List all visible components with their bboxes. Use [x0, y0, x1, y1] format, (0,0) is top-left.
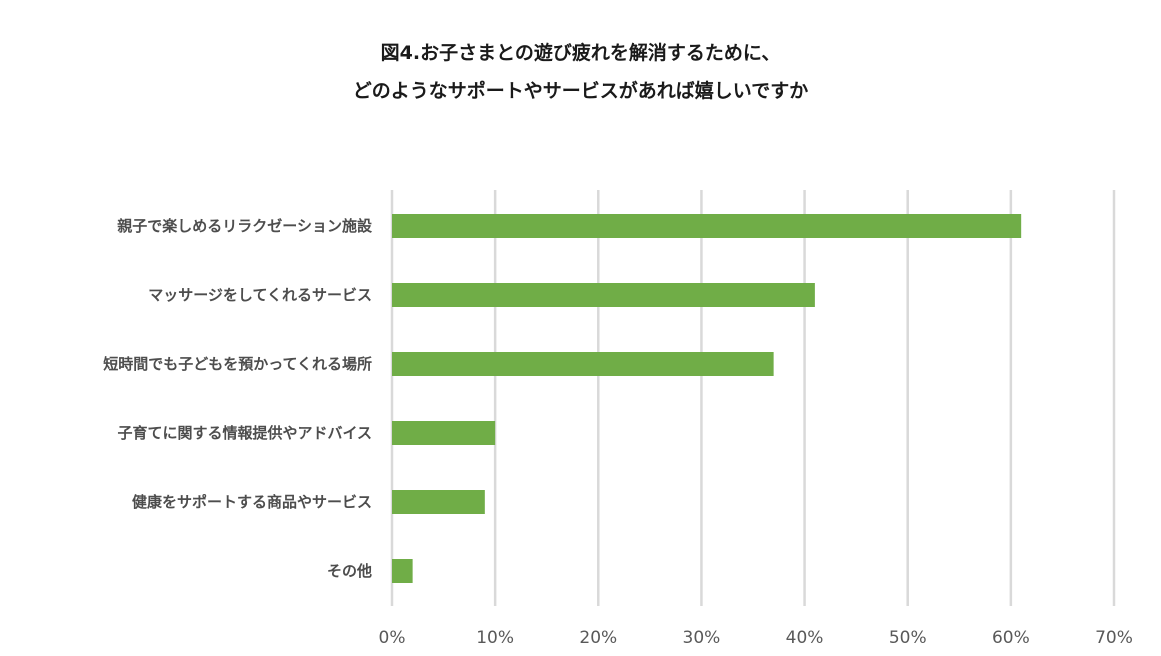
- category-label: マッサージをしてくれるサービス: [148, 286, 372, 304]
- chart-title: 図4.お子さまとの遊び疲れを解消するために、 どのようなサポートやサービスがあれ…: [0, 34, 1161, 110]
- bar: [392, 421, 496, 445]
- category-label: 健康をサポートする商品やサービス: [132, 493, 372, 511]
- gridlines: [390, 190, 1116, 606]
- bar: [392, 283, 815, 307]
- x-tick-label: 30%: [683, 628, 721, 648]
- category-labels: 親子で楽しめるリラクゼーション施設マッサージをしてくれるサービス短時間でも子ども…: [103, 217, 373, 580]
- category-label: 親子で楽しめるリラクゼーション施設: [117, 217, 373, 235]
- x-tick-label: 20%: [579, 628, 617, 648]
- category-label: 子育てに関する情報提供やアドバイス: [117, 424, 372, 442]
- x-tick-labels: 0% 10% 20% 30% 40% 50% 60% 70%: [379, 628, 1133, 648]
- chart-title-line-1: 図4.お子さまとの遊び疲れを解消するために、: [380, 42, 781, 64]
- bar: [392, 352, 774, 376]
- category-label: 短時間でも子どもを預かってくれる場所: [103, 355, 372, 373]
- bar: [392, 490, 485, 514]
- bar: [392, 559, 413, 583]
- bars: [392, 214, 1022, 583]
- chart-title-line-2: どのようなサポートやサービスがあれば嬉しいですか: [352, 80, 809, 102]
- x-tick-label: 10%: [476, 628, 514, 648]
- bar: [392, 214, 1022, 238]
- x-tick-label: 70%: [1095, 628, 1133, 648]
- x-tick-label: 50%: [889, 628, 927, 648]
- category-label: その他: [327, 562, 372, 580]
- x-tick-label: 60%: [992, 628, 1030, 648]
- x-tick-label: 40%: [786, 628, 824, 648]
- x-tick-label: 0%: [379, 628, 406, 648]
